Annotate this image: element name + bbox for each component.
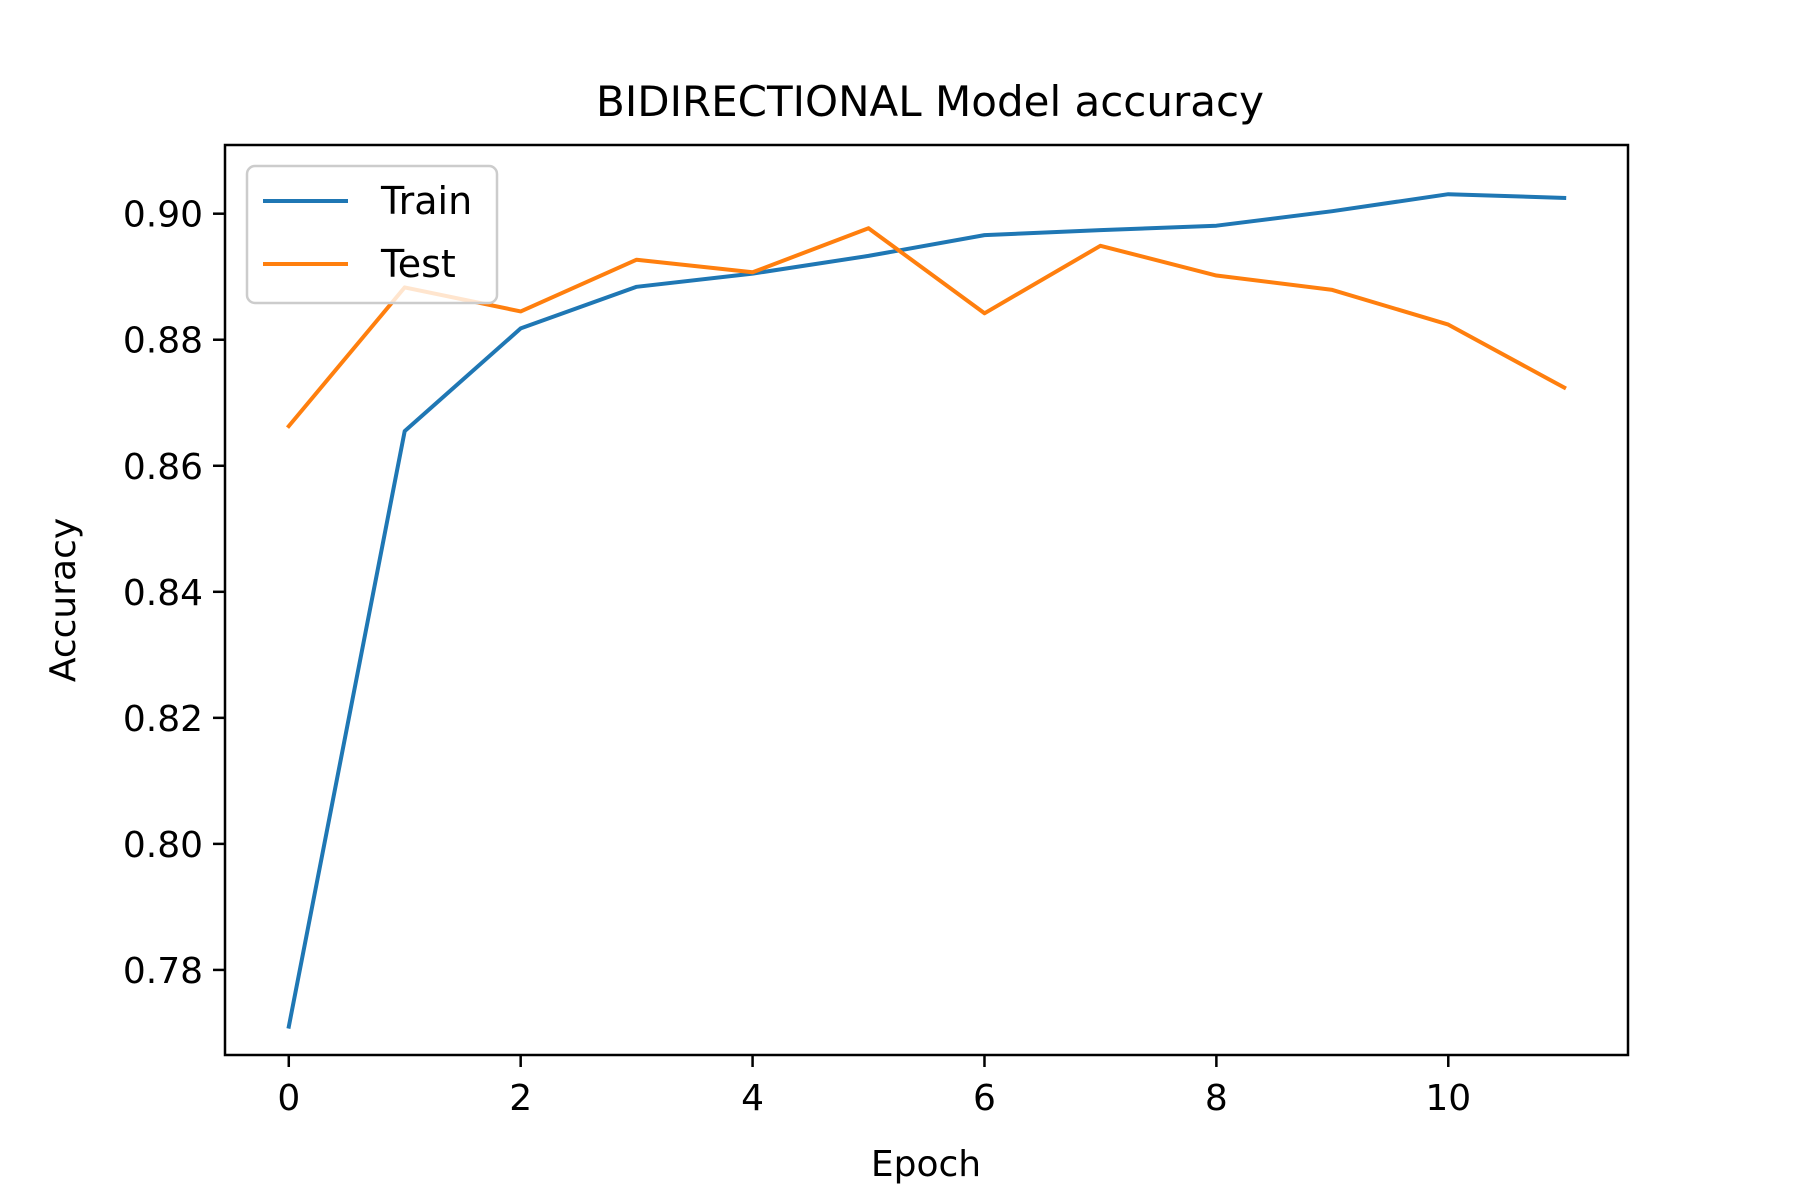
y-axis-label: Accuracy: [43, 518, 84, 682]
chart-title: BIDIRECTIONAL Model accuracy: [596, 77, 1264, 126]
x-tick-label: 6: [973, 1078, 996, 1119]
y-tick-label: 0.84: [123, 573, 203, 614]
y-tick-label: 0.82: [123, 699, 203, 740]
x-axis-ticks: 0 2 4 6 8 10: [277, 1055, 1471, 1119]
y-axis-ticks: 0.78 0.80 0.82 0.84 0.86 0.88 0.90: [123, 195, 225, 992]
plot-frame: [223, 143, 1630, 1057]
legend-items: Train Test: [263, 179, 472, 286]
y-tick-label: 0.86: [123, 447, 203, 488]
legend: Train Test: [245, 164, 499, 305]
series-layer: [285, 192, 1567, 1029]
legend-label-train: Train: [380, 179, 472, 223]
x-axis-label: Epoch: [871, 1144, 981, 1185]
y-tick-label: 0.90: [123, 195, 203, 236]
x-tick-label: 4: [741, 1078, 764, 1119]
x-tick-label: 0: [277, 1078, 300, 1119]
series-line-test: [285, 226, 1567, 429]
y-tick-label: 0.80: [123, 825, 203, 866]
x-tick-label: 10: [1425, 1078, 1471, 1119]
series-line-train: [286, 192, 1567, 1029]
y-tick-label: 0.88: [123, 321, 203, 362]
x-tick-label: 2: [509, 1078, 532, 1119]
legend-label-test: Test: [380, 242, 456, 286]
plot-area: [223, 143, 1630, 1057]
y-tick-label: 0.78: [123, 951, 203, 992]
x-tick-label: 8: [1205, 1078, 1228, 1119]
